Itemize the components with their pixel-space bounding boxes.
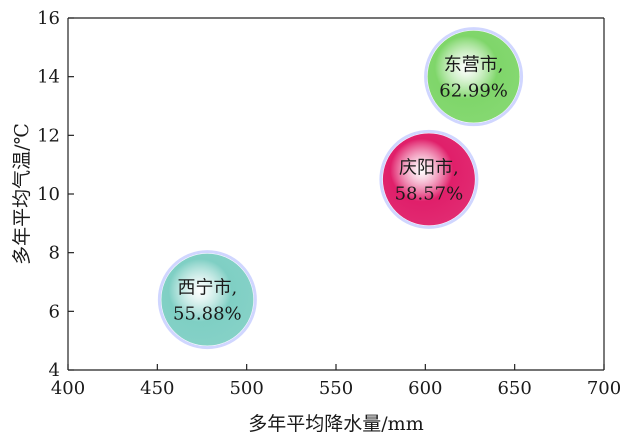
y-tick-label: 8 bbox=[49, 243, 60, 264]
y-tick-label: 10 bbox=[37, 184, 60, 205]
x-tick-label: 650 bbox=[497, 378, 531, 399]
y-tick-label: 4 bbox=[49, 360, 60, 381]
x-ticks: 400 450 500 550 600 650 700 bbox=[51, 364, 621, 399]
bubble-circle bbox=[161, 253, 254, 346]
bubble-point: 东营市, 62.99% bbox=[424, 27, 524, 127]
bubble-circle bbox=[427, 30, 520, 123]
y-tick-label: 6 bbox=[49, 301, 60, 322]
bubbles: 西宁市, 55.88% 庆阳市, 58.57% 东营市, 62.99% bbox=[157, 27, 524, 350]
bubble-point: 西宁市, 55.88% bbox=[157, 250, 257, 350]
y-tick-label: 14 bbox=[37, 67, 60, 88]
bubble-circle bbox=[382, 133, 475, 226]
bubble-percent-label: 62.99% bbox=[439, 81, 508, 102]
bubble-halo bbox=[379, 129, 479, 229]
x-tick-label: 400 bbox=[51, 378, 85, 399]
x-tick-label: 450 bbox=[140, 378, 174, 399]
bubble-point: 庆阳市, 58.57% bbox=[379, 129, 479, 229]
bubble-city-label: 东营市, bbox=[444, 55, 504, 76]
x-tick-label: 600 bbox=[408, 378, 442, 399]
bubble-percent-label: 55.88% bbox=[173, 304, 242, 325]
bubble-city-label: 西宁市, bbox=[177, 278, 237, 299]
axes bbox=[67, 17, 605, 371]
bubble-halo bbox=[157, 250, 257, 350]
x-tick-label: 550 bbox=[319, 378, 353, 399]
bubble-city-label: 庆阳市, bbox=[399, 157, 459, 178]
y-tick-label: 16 bbox=[37, 8, 60, 29]
x-axis-title: 多年平均降水量/mm bbox=[248, 413, 423, 435]
y-axis-title: 多年平均气温/℃ bbox=[11, 123, 33, 265]
x-tick-label: 500 bbox=[229, 378, 263, 399]
x-tick-label: 700 bbox=[587, 378, 621, 399]
bubble-percent-label: 58.57% bbox=[395, 183, 464, 204]
y-tick-label: 12 bbox=[37, 125, 60, 146]
y-ticks: 4 6 8 10 12 14 16 bbox=[37, 8, 74, 381]
bubble-halo bbox=[424, 27, 524, 127]
